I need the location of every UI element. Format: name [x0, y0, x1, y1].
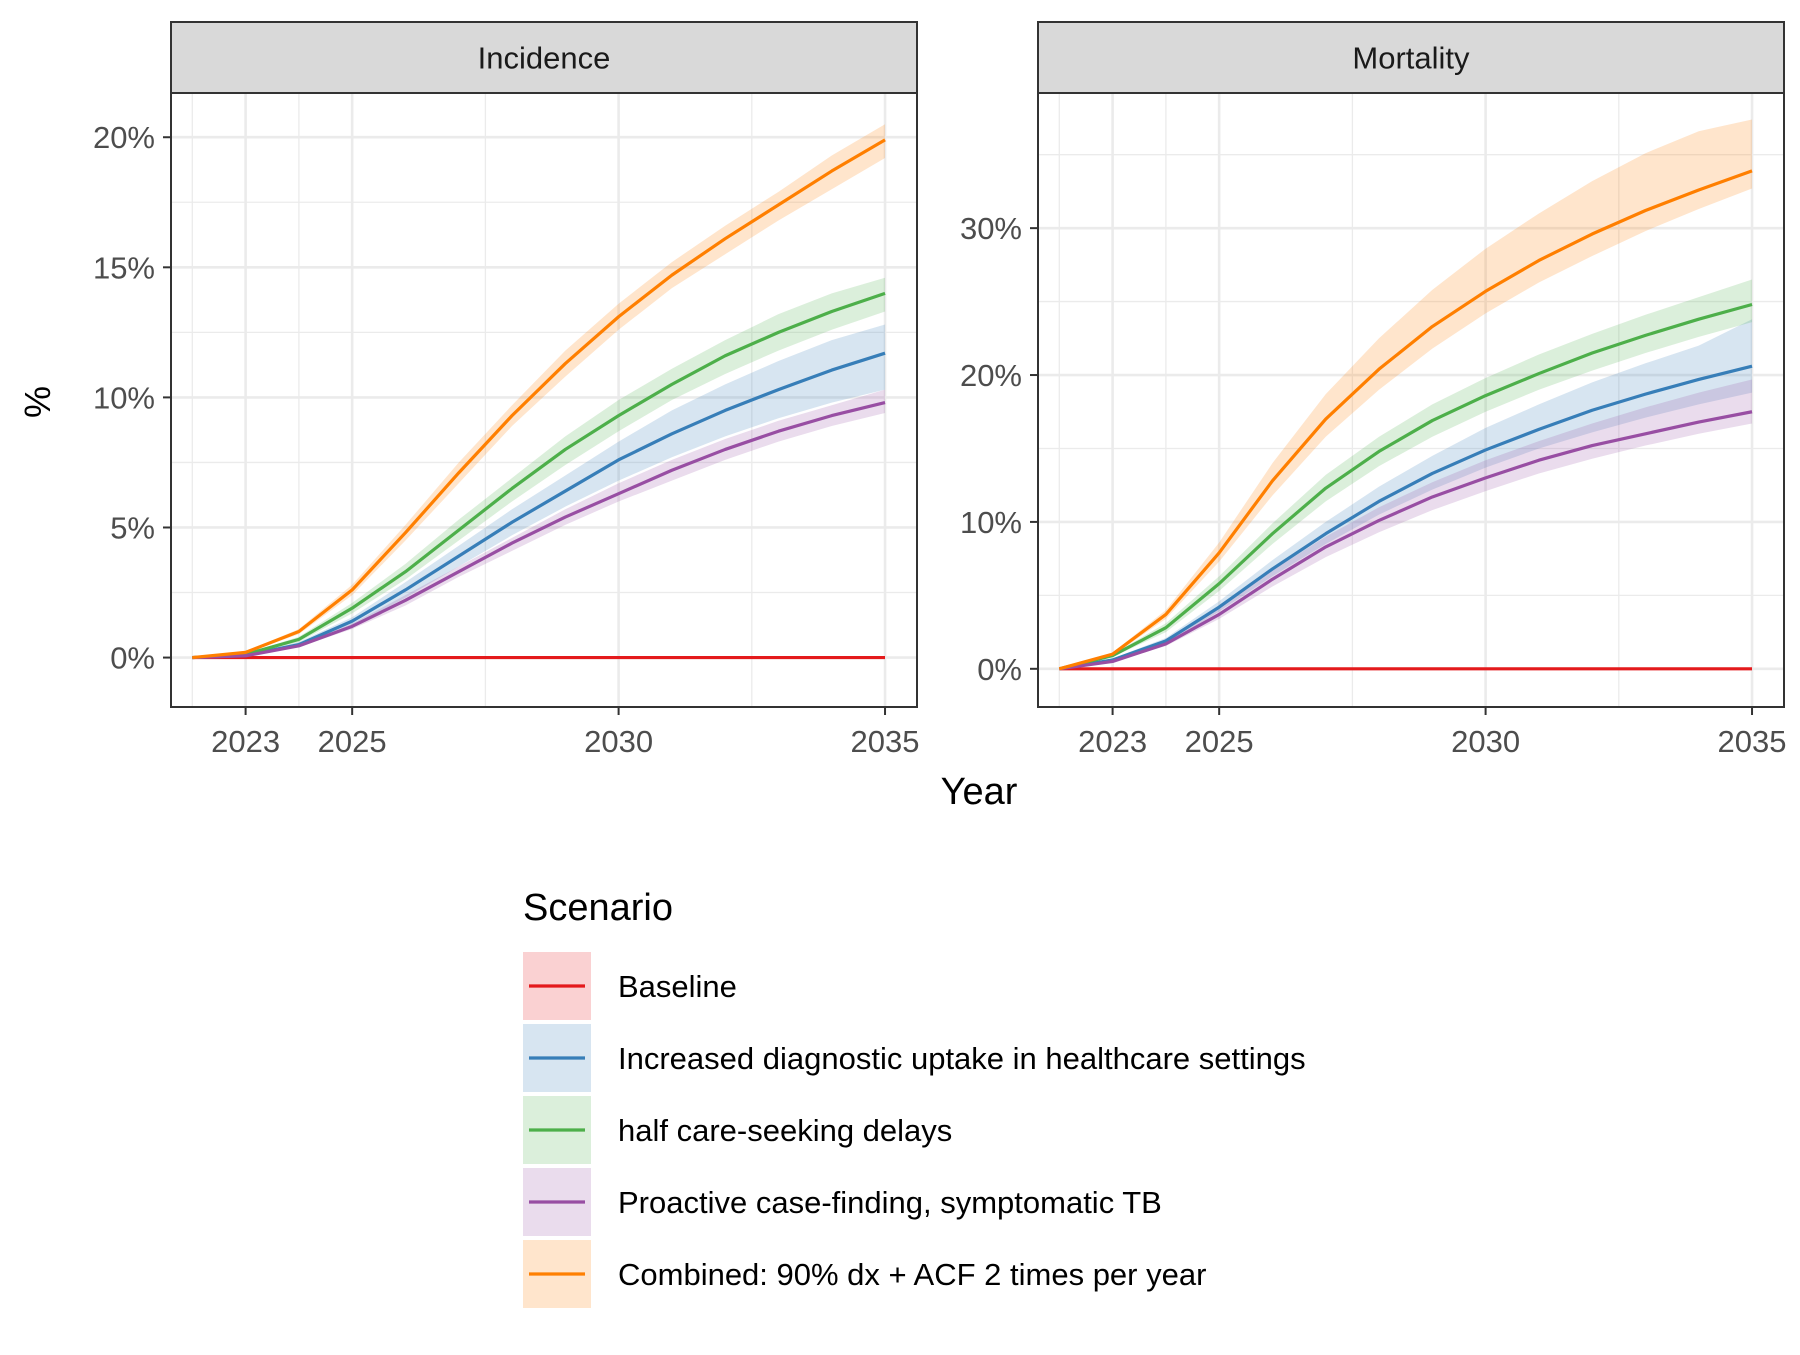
y-tick-label: 0%: [110, 641, 155, 676]
legend-label: Proactive case-finding, symptomatic TB: [618, 1185, 1162, 1220]
x-tick-label: 2030: [584, 724, 653, 759]
legend-item: Proactive case-finding, symptomatic TB: [523, 1168, 1162, 1236]
series-line-proactive-case-finding-symptomatic-tb: [1059, 410, 1753, 671]
legend-item: half care-seeking delays: [523, 1096, 952, 1164]
y-tick-label: 5%: [110, 510, 155, 545]
panel-strip: [1037, 21, 1785, 94]
y-axis-label: %: [17, 386, 58, 418]
series-line-combined-90-dx-acf-2-times-per-year: [192, 138, 886, 660]
x-tick-label: 2035: [1718, 724, 1787, 759]
legend-title: Scenario: [523, 887, 673, 929]
panel-mortality: Mortality 2023 2025 2030 2035 0% 10% 20% 30%: [960, 21, 1787, 759]
x-tick-label: 2025: [318, 724, 387, 759]
y-tick-label: 30%: [960, 211, 1022, 246]
legend-item: Baseline: [523, 952, 737, 1020]
x-axis-label: Year: [941, 771, 1018, 813]
legend-label: Combined: 90% dx + ACF 2 times per year: [618, 1257, 1206, 1292]
legend-label: Baseline: [618, 969, 737, 1004]
y-tick-label: 10%: [960, 505, 1022, 540]
series-line-combined-90-dx-acf-2-times-per-year: [1058, 169, 1753, 671]
x-tick-label: 2023: [211, 724, 280, 759]
series-line-increased-diagnostic-uptake-in-healthcare-settings: [1059, 364, 1753, 671]
x-tick-label: 2035: [851, 724, 920, 759]
ribbon-proactive-case-finding-symptomatic-tb: [192, 389, 886, 658]
x-tick-label: 2030: [1451, 724, 1520, 759]
legend: Scenario Baseline Increased diagnostic up…: [523, 887, 1306, 1308]
ribbon-increased-diagnostic-uptake-in-healthcare-settings: [192, 324, 886, 658]
x-tick-label: 2023: [1078, 724, 1147, 759]
y-tick-label: 15%: [93, 250, 155, 285]
series-line-half-care-seeking-delays: [192, 291, 886, 660]
series-line-increased-diagnostic-uptake-in-healthcare-settings: [192, 351, 886, 660]
legend-item: Combined: 90% dx + ACF 2 times per year: [523, 1240, 1206, 1308]
panel-incidence: Incidence 2023 2025 2030 2035 0% 5% 10% 15% 20%: [93, 21, 920, 759]
legend-label: Increased diagnostic uptake in healthcar…: [618, 1041, 1306, 1076]
panel-title: Incidence: [478, 41, 611, 76]
panel-strip: [170, 21, 918, 94]
ribbon-increased-diagnostic-uptake-in-healthcare-settings: [1059, 319, 1753, 669]
panel-title: Mortality: [1352, 41, 1470, 76]
x-tick-label: 2025: [1185, 724, 1254, 759]
panel-background: [1038, 93, 1784, 707]
panel-border: [1037, 92, 1785, 708]
legend-item: Increased diagnostic uptake in healthcar…: [523, 1024, 1306, 1092]
y-tick-label: 0%: [977, 652, 1022, 687]
series-line-proactive-case-finding-symptomatic-tb: [192, 401, 886, 660]
y-tick-label: 20%: [960, 358, 1022, 393]
legend-label: half care-seeking delays: [618, 1113, 952, 1148]
ribbon-proactive-case-finding-symptomatic-tb: [1059, 379, 1753, 669]
series-line-half-care-seeking-delays: [1058, 302, 1753, 671]
ribbon-combined-90-dx-acf-2-times-per-year: [1059, 119, 1753, 669]
y-tick-label: 20%: [93, 120, 155, 155]
y-tick-label: 10%: [93, 380, 155, 415]
panel-border: [170, 92, 918, 708]
